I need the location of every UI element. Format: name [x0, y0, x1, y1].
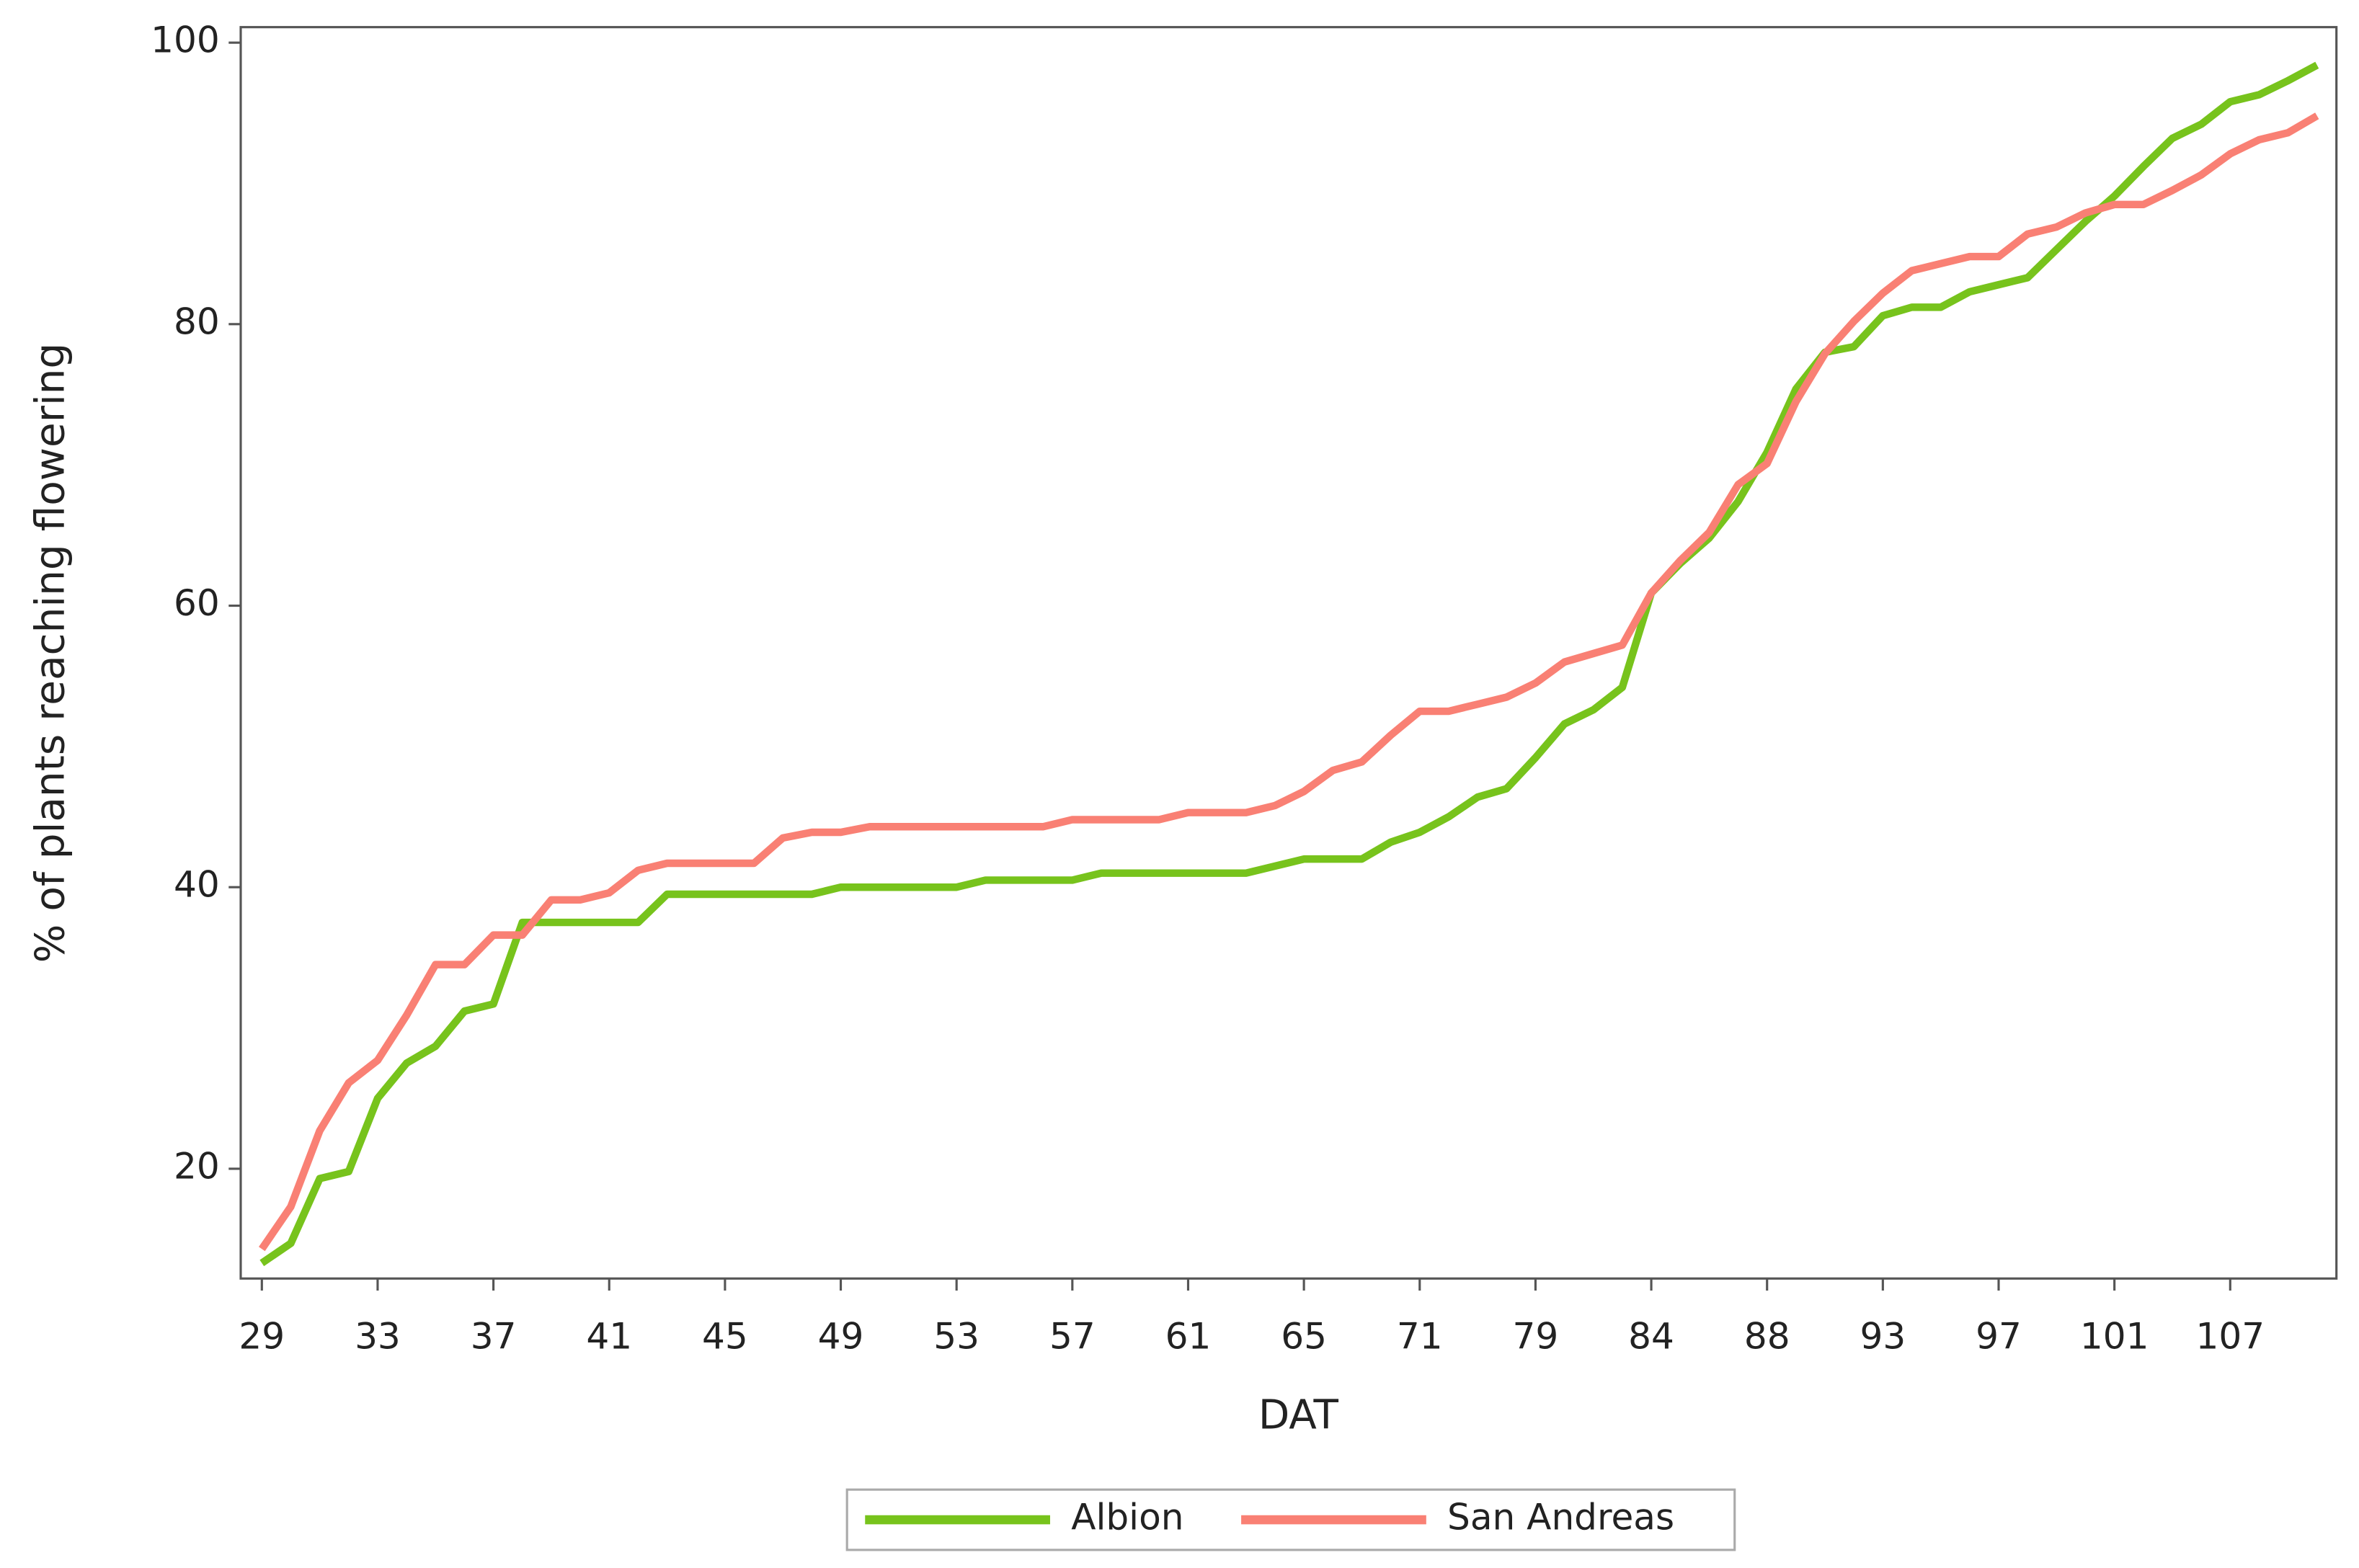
y-tick-label: 100 — [151, 19, 220, 61]
x-tick-label: 88 — [1744, 1314, 1790, 1357]
x-tick-label: 107 — [2196, 1314, 2265, 1357]
legend-label: Albion — [1071, 1496, 1183, 1538]
x-tick-label: 57 — [1049, 1314, 1096, 1357]
y-axis-title: % of plants reaching flowering — [27, 343, 74, 963]
y-tick-label: 60 — [174, 582, 220, 624]
y-tick-label: 40 — [174, 863, 220, 906]
x-tick-label: 49 — [818, 1314, 864, 1357]
x-tick-label: 33 — [355, 1314, 401, 1357]
x-tick-label: 65 — [1281, 1314, 1327, 1357]
x-tick-label: 41 — [586, 1314, 632, 1357]
y-tick-label: 20 — [174, 1144, 220, 1187]
x-tick-label: 84 — [1628, 1314, 1674, 1357]
x-tick-label: 61 — [1165, 1314, 1212, 1357]
x-tick-label: 45 — [702, 1314, 748, 1357]
plot-frame — [239, 26, 2338, 1280]
x-tick-label: 71 — [1397, 1314, 1443, 1357]
x-axis-title: DAT — [1258, 1391, 1339, 1438]
x-tick-label: 53 — [933, 1314, 979, 1357]
x-tick-label: 29 — [239, 1314, 285, 1357]
x-tick-label: 101 — [2080, 1314, 2149, 1357]
series-line — [259, 112, 2319, 1252]
x-tick-label: 79 — [1513, 1314, 1559, 1357]
legend-label: San Andreas — [1447, 1496, 1674, 1538]
x-tick-label: 97 — [1976, 1314, 2022, 1357]
series-line — [259, 61, 2319, 1267]
x-tick-label: 37 — [471, 1314, 517, 1357]
x-tick-label: 93 — [1860, 1314, 1906, 1357]
y-tick-label: 80 — [174, 300, 220, 342]
